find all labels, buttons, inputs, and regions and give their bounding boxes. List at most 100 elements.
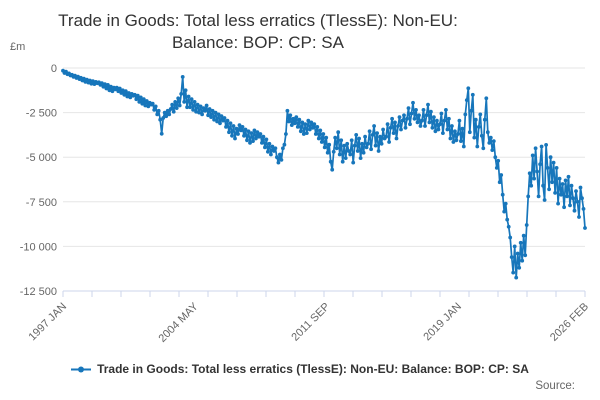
data-point-marker[interactable] — [103, 82, 107, 86]
data-point-marker[interactable] — [436, 127, 441, 132]
legend-item[interactable]: Trade in Goods: Total less erratics (Tle… — [71, 362, 529, 376]
data-point-marker[interactable] — [340, 159, 345, 164]
data-point-marker[interactable] — [279, 158, 284, 162]
data-point-marker[interactable] — [461, 144, 466, 149]
data-point-marker[interactable] — [521, 233, 526, 238]
data-point-marker[interactable] — [254, 136, 258, 141]
data-point-marker[interactable] — [361, 150, 366, 155]
data-point-marker[interactable] — [152, 108, 157, 112]
data-point-marker[interactable] — [505, 217, 510, 222]
data-point-marker[interactable] — [551, 160, 556, 165]
data-point-marker[interactable] — [562, 205, 566, 210]
data-point-marker[interactable] — [126, 91, 131, 95]
data-point-marker[interactable] — [463, 112, 468, 117]
data-point-marker[interactable] — [334, 146, 339, 151]
data-point-marker[interactable] — [330, 167, 335, 172]
data-point-marker[interactable] — [227, 130, 231, 135]
data-point-marker[interactable] — [128, 95, 133, 100]
data-point-marker[interactable] — [140, 101, 145, 106]
data-point-marker[interactable] — [224, 125, 228, 129]
data-point-marker[interactable] — [384, 134, 388, 139]
data-point-marker[interactable] — [261, 134, 266, 139]
data-point-marker[interactable] — [162, 110, 167, 115]
data-point-marker[interactable] — [351, 160, 356, 165]
data-point-marker[interactable] — [450, 124, 454, 128]
data-point-marker[interactable] — [304, 131, 309, 136]
data-point-marker[interactable] — [132, 92, 137, 97]
data-point-marker[interactable] — [249, 131, 254, 136]
data-point-marker[interactable] — [583, 226, 587, 230]
data-point-marker[interactable] — [285, 108, 290, 113]
data-point-marker[interactable] — [523, 253, 528, 258]
data-point-marker[interactable] — [209, 115, 214, 119]
data-point-marker[interactable] — [134, 97, 139, 102]
data-point-marker[interactable] — [511, 270, 516, 275]
data-point-marker[interactable] — [409, 111, 414, 116]
data-point-marker[interactable] — [104, 86, 109, 91]
data-point-marker[interactable] — [578, 185, 583, 190]
data-point-marker[interactable] — [469, 108, 474, 113]
data-point-marker[interactable] — [472, 135, 477, 140]
data-point-marker[interactable] — [406, 106, 411, 110]
data-point-marker[interactable] — [430, 125, 435, 130]
data-point-marker[interactable] — [195, 102, 200, 107]
data-point-marker[interactable] — [155, 112, 160, 117]
data-point-marker[interactable] — [171, 109, 176, 114]
data-point-marker[interactable] — [500, 192, 505, 197]
data-point-marker[interactable] — [514, 275, 519, 280]
data-point-marker[interactable] — [376, 149, 381, 153]
data-point-marker[interactable] — [289, 123, 294, 127]
data-point-marker[interactable] — [270, 144, 275, 149]
data-point-marker[interactable] — [426, 102, 430, 107]
data-point-marker[interactable] — [456, 132, 460, 136]
data-point-marker[interactable] — [255, 130, 260, 135]
data-point-marker[interactable] — [294, 115, 299, 119]
data-point-marker[interactable] — [237, 123, 242, 127]
data-point-marker[interactable] — [438, 122, 442, 127]
data-point-marker[interactable] — [445, 127, 450, 132]
data-point-marker[interactable] — [316, 136, 321, 141]
data-point-marker[interactable] — [236, 132, 240, 136]
data-point-marker[interactable] — [307, 127, 312, 132]
data-point-marker[interactable] — [565, 194, 569, 199]
data-point-marker[interactable] — [321, 132, 326, 136]
data-point-marker[interactable] — [156, 108, 161, 113]
data-point-marker[interactable] — [179, 92, 184, 96]
data-point-marker[interactable] — [174, 106, 179, 110]
data-point-marker[interactable] — [529, 183, 534, 188]
data-point-marker[interactable] — [524, 223, 529, 227]
data-point-marker[interactable] — [388, 125, 393, 130]
data-point-marker[interactable] — [263, 145, 267, 150]
data-point-marker[interactable] — [251, 139, 255, 144]
data-point-marker[interactable] — [375, 131, 379, 136]
data-point-marker[interactable] — [117, 86, 122, 91]
data-point-marker[interactable] — [484, 96, 489, 101]
data-point-marker[interactable] — [331, 149, 336, 154]
data-point-marker[interactable] — [367, 129, 372, 134]
data-point-marker[interactable] — [88, 78, 92, 83]
data-point-marker[interactable] — [85, 77, 89, 82]
data-point-marker[interactable] — [200, 112, 205, 117]
data-point-marker[interactable] — [207, 107, 212, 111]
data-point-marker[interactable] — [159, 131, 164, 136]
data-point-marker[interactable] — [496, 158, 501, 163]
data-point-marker[interactable] — [473, 117, 478, 122]
data-point-marker[interactable] — [453, 129, 457, 134]
data-point-marker[interactable] — [544, 143, 548, 147]
data-point-marker[interactable] — [291, 116, 296, 121]
data-point-marker[interactable] — [366, 141, 370, 146]
data-point-marker[interactable] — [312, 122, 317, 127]
data-point-marker[interactable] — [447, 116, 451, 121]
data-point-marker[interactable] — [292, 121, 297, 126]
data-point-marker[interactable] — [574, 189, 578, 194]
data-point-marker[interactable] — [415, 120, 420, 125]
data-point-marker[interactable] — [512, 244, 517, 249]
data-point-marker[interactable] — [309, 120, 314, 125]
data-point-marker[interactable] — [287, 119, 291, 124]
data-point-marker[interactable] — [240, 125, 245, 129]
data-point-marker[interactable] — [215, 119, 220, 124]
data-point-marker[interactable] — [390, 116, 394, 121]
data-point-marker[interactable] — [357, 136, 361, 141]
data-point-marker[interactable] — [114, 85, 119, 90]
data-point-marker[interactable] — [342, 143, 347, 148]
